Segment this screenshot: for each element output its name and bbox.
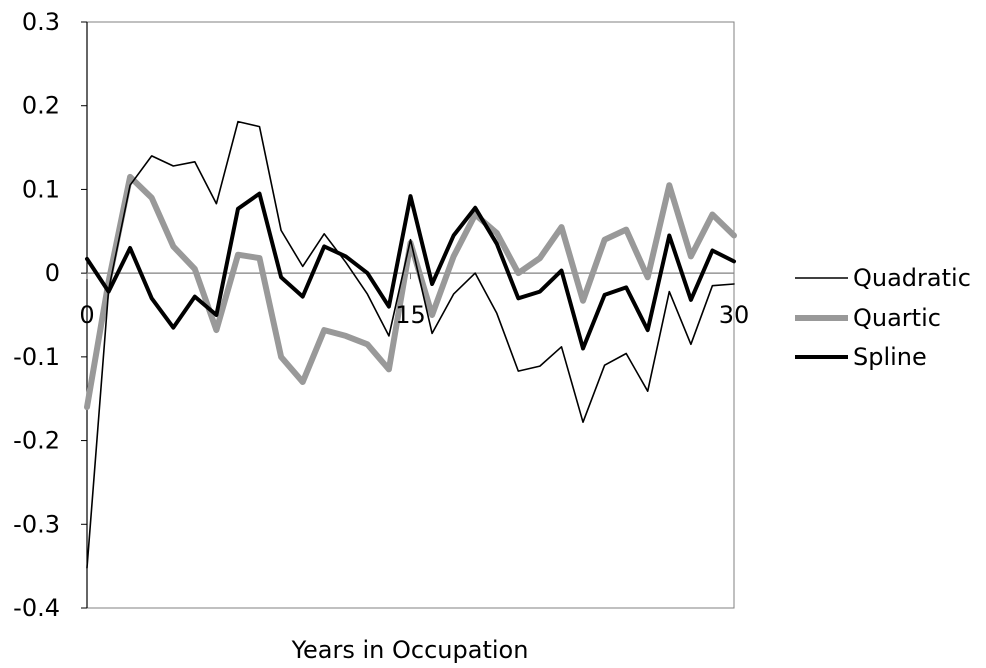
y-tick-label: -0.4	[13, 594, 60, 622]
series-lines	[84, 120, 737, 569]
legend-label-spline: Spline	[853, 343, 927, 371]
y-tick-label: 0.2	[22, 92, 60, 120]
y-tick-label: -0.3	[13, 510, 60, 538]
y-tick-label: 0.1	[22, 175, 60, 203]
legend-label-quartic: Quartic	[853, 304, 941, 332]
legend: Quadratic Quartic Spline	[795, 264, 971, 371]
y-tick-label: -0.1	[13, 343, 60, 371]
x-tick-label: 0	[79, 301, 94, 329]
y-tick-label: -0.2	[13, 427, 60, 455]
x-tick-label: 30	[719, 301, 750, 329]
y-tick-label: 0.3	[22, 8, 60, 36]
x-axis-title: Years in Occupation	[291, 636, 529, 664]
tick-labels: 0.3 0.2 0.1 0 -0.1 -0.2 -0.3 -0.4 0 15 30	[13, 8, 749, 622]
series-line-quadratic	[86, 120, 735, 569]
series-line-spline	[85, 191, 736, 351]
x-tick-label: 15	[395, 301, 426, 329]
y-tick-label: 0	[45, 259, 60, 287]
legend-label-quadratic: Quadratic	[853, 264, 971, 292]
